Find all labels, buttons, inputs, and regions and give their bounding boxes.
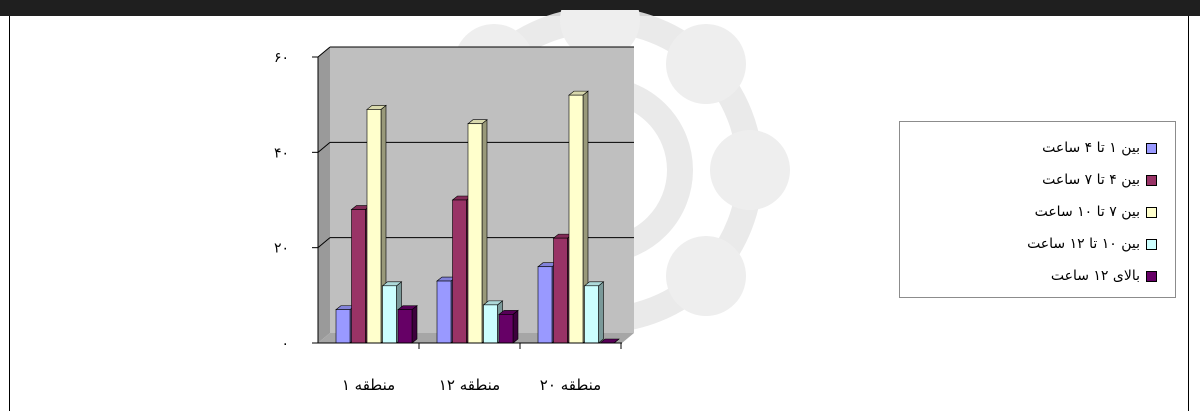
legend-item: بالای ۱۲ ساعت [1051,267,1157,285]
legend-label: بالای ۱۲ ساعت [1050,268,1140,284]
x-category-label: منطقه ۱۲ [439,376,500,394]
bar [397,305,418,344]
legend-label: بین ۱۰ تا ۱۲ ساعت [1027,236,1140,252]
x-category-label: منطقه ۲۰ [540,376,601,394]
y-tick-label: ۲۰ [274,241,289,257]
legend-swatch [1146,174,1157,186]
top-rule [0,0,1200,16]
chart-side-wall [318,47,330,343]
y-tick-label: ۴۰ [274,145,289,161]
y-tick-label: ۰ [281,336,289,352]
legend-item: بین ۱ تا ۴ ساعت [1042,139,1157,157]
gridline-side [317,46,331,58]
x-category-label: منطقه ۱ [342,376,395,394]
legend-item: بین ۷ تا ۱۰ ساعت [1035,203,1157,221]
legend-swatch [1146,238,1157,250]
bar [467,119,488,344]
legend-swatch [1146,270,1157,282]
legend-item: بین ۱۰ تا ۱۲ ساعت [1027,235,1157,253]
gridline-side [317,237,331,249]
legend-label: بین ۱ تا ۴ ساعت [1042,140,1140,156]
bar [583,281,605,344]
legend: بین ۱ تا ۴ ساعت بین ۴ تا ۷ ساعت بین ۷ تا ۱… [899,121,1176,298]
legend-swatch [1146,142,1157,154]
bar [366,104,387,344]
legend-label: بین ۷ تا ۱۰ ساعت [1034,204,1140,220]
legend-label: بین ۴ تا ۷ ساعت [1042,172,1140,188]
legend-swatch [1146,206,1157,218]
y-tick-label: ۶۰ [274,50,289,66]
gridline-side [317,141,331,153]
chart-frame [9,16,1189,411]
legend-item: بین ۴ تا ۷ ساعت [1042,171,1157,189]
bar [498,309,519,344]
